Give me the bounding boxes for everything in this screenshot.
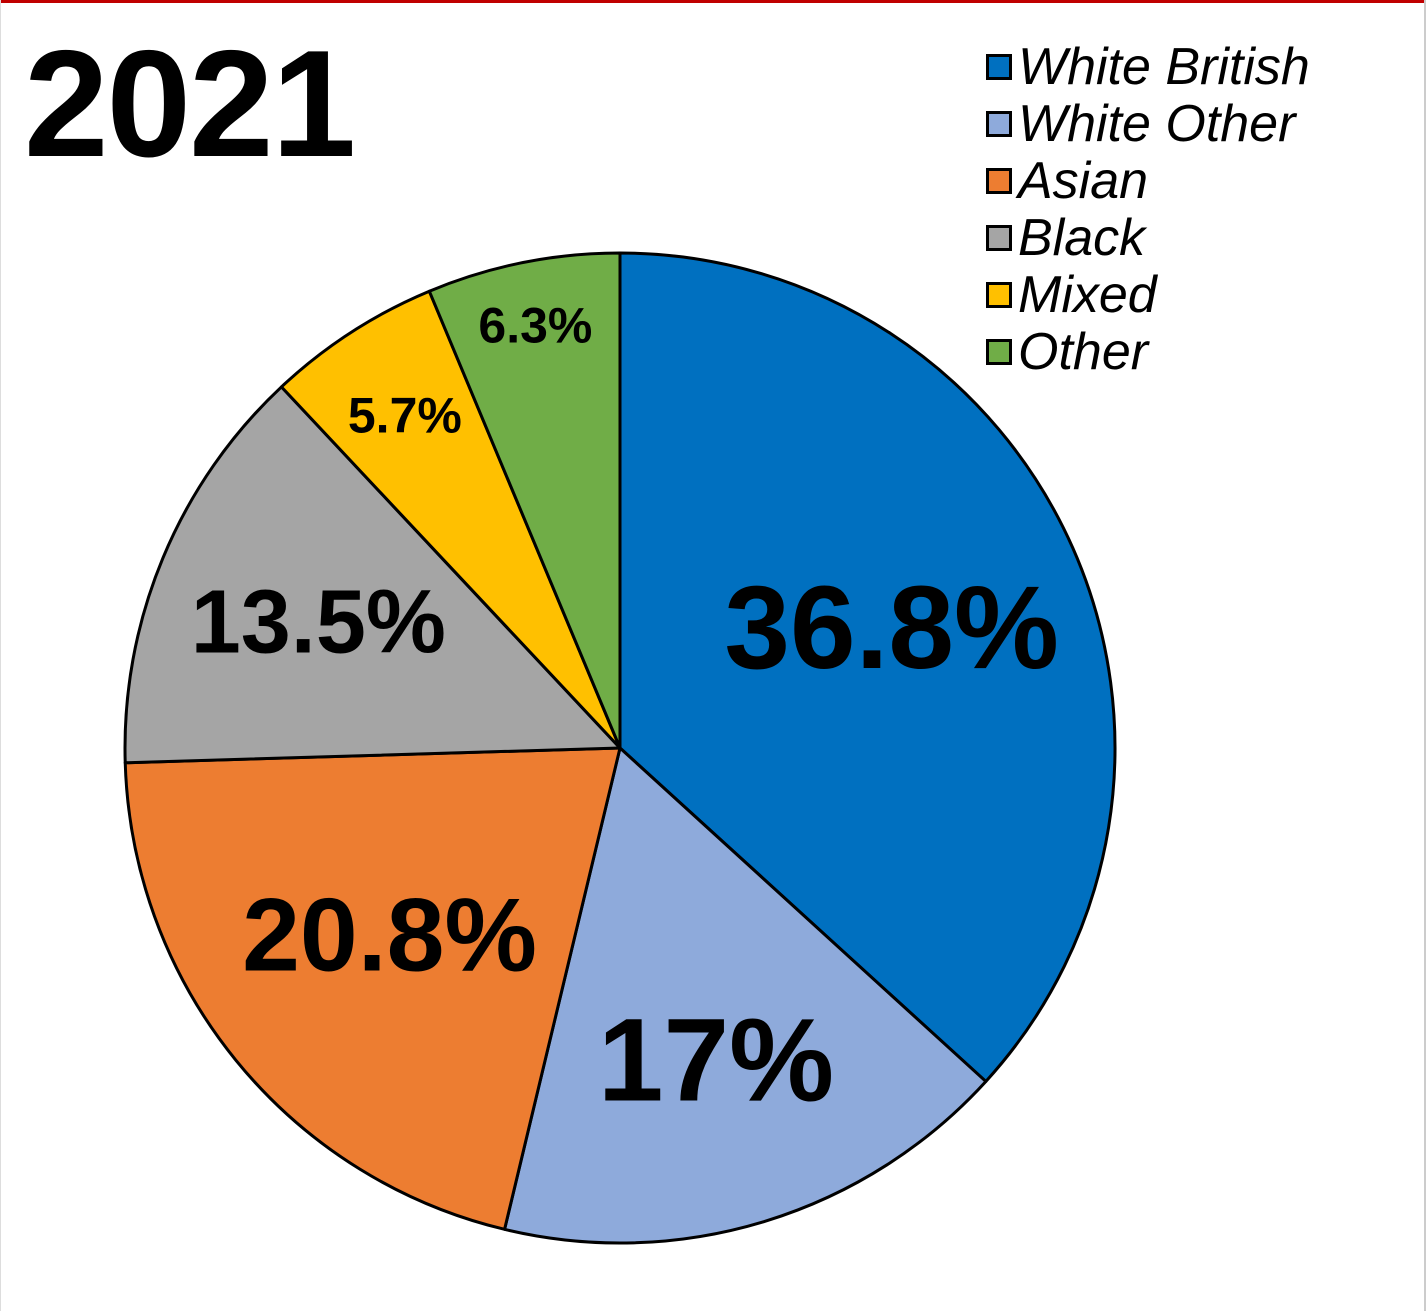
data-label-white-british: 36.8% [724, 562, 1059, 694]
legend-swatch [986, 338, 1012, 365]
legend-label: Other [1018, 322, 1149, 381]
legend-item-mixed: Mixed [986, 266, 1310, 323]
data-label-mixed: 5.7% [348, 388, 462, 444]
legend-item-white-other: White Other [986, 95, 1310, 152]
legend-swatch [986, 110, 1012, 137]
pie-slice-black [123, 385, 622, 765]
pie-slice-white-other [503, 746, 988, 1245]
data-label-asian: 20.8% [242, 877, 537, 993]
legend-item-white-british: White British [986, 38, 1310, 95]
legend-swatch [986, 224, 1012, 251]
legend-item-other: Other [986, 323, 1310, 380]
pie-labels: 36.8% 17% 20.8% 13.5% 5.7% 6.3% [191, 298, 1059, 1127]
legend-swatch [986, 167, 1012, 194]
legend-label: Mixed [1018, 265, 1157, 324]
pie-slice-asian [123, 746, 622, 1231]
pie-slice-white-british [618, 251, 1117, 1083]
pie-slice-mixed [279, 289, 622, 750]
chart-title: 2021 [24, 19, 356, 189]
data-label-black: 13.5% [191, 573, 446, 673]
legend: White British White Other Asian Black Mi… [986, 38, 1310, 380]
legend-label: White Other [1018, 94, 1296, 153]
legend-label: Asian [1018, 151, 1149, 210]
legend-label: White British [1018, 37, 1310, 96]
pie-slices [123, 251, 1117, 1245]
data-label-other: 6.3% [478, 298, 592, 354]
top-border [0, 0, 1426, 3]
legend-label: Black [1018, 208, 1146, 267]
legend-swatch [986, 53, 1012, 80]
pie-slice-other [427, 251, 622, 750]
left-border [0, 0, 1, 1311]
legend-swatch [986, 281, 1012, 308]
data-label-white-other: 17% [598, 994, 834, 1126]
right-border [1424, 0, 1426, 1311]
legend-item-asian: Asian [986, 152, 1310, 209]
legend-item-black: Black [986, 209, 1310, 266]
